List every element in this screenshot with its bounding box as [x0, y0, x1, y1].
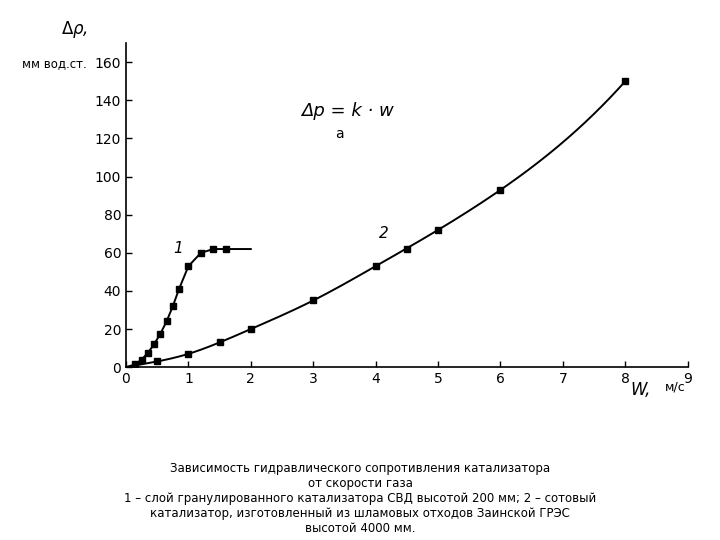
Text: Зависимость гидравлического сопротивления катализатора
от скорости газа
1 – слой: Зависимость гидравлического сопротивлени…	[124, 462, 596, 535]
Text: Δp = k · w: Δp = k · w	[301, 102, 393, 120]
Text: $\Delta\rho$,: $\Delta\rho$,	[61, 19, 89, 40]
Text: a: a	[335, 127, 343, 141]
Text: 1: 1	[173, 241, 183, 256]
Text: м/с: м/с	[665, 381, 685, 394]
Text: W,: W,	[630, 381, 650, 399]
Text: 2: 2	[379, 226, 389, 241]
Text: мм вод.ст.: мм вод.ст.	[22, 57, 86, 70]
